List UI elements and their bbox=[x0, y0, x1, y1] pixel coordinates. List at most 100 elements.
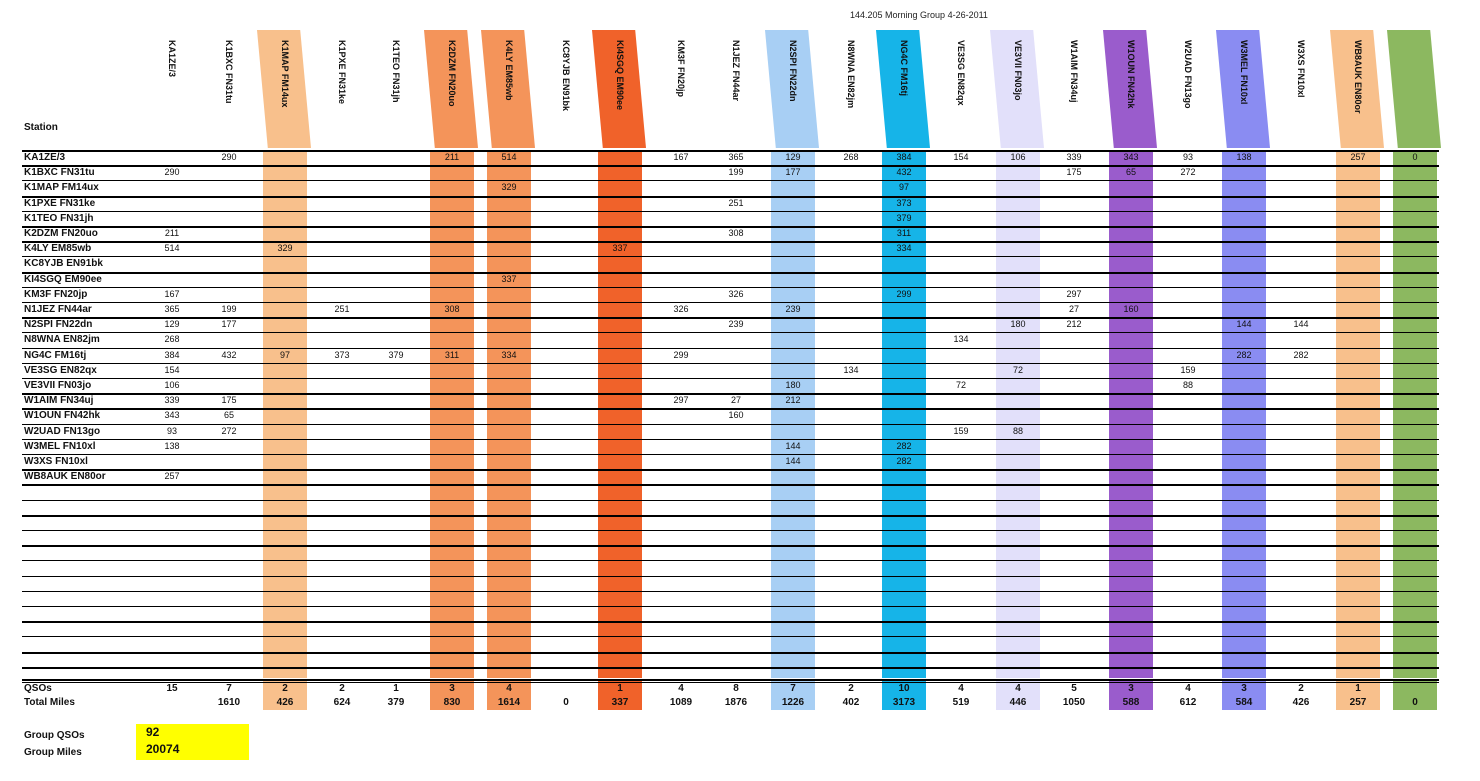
column-header: W1AIM FN34uj bbox=[1060, 40, 1088, 150]
distance-cell: 177 bbox=[221, 319, 237, 330]
distance-cell: 160 bbox=[1123, 304, 1139, 314]
column-footer-band bbox=[771, 680, 815, 710]
qsos-total-label: QSOs bbox=[24, 683, 52, 694]
station-column-header: Station bbox=[24, 122, 58, 133]
distance-cell: 384 bbox=[164, 349, 180, 360]
miles-total-cell: 624 bbox=[333, 697, 351, 708]
group-miles-value: 20074 bbox=[146, 742, 180, 756]
distance-cell: 282 bbox=[896, 456, 912, 466]
distance-cell: 432 bbox=[896, 167, 912, 178]
distance-cell: 239 bbox=[728, 319, 744, 330]
distance-cell: 88 bbox=[1012, 425, 1023, 436]
row-divider bbox=[22, 271, 1439, 274]
miles-total-label: Total Miles bbox=[24, 697, 75, 708]
miles-total-cell: 3173 bbox=[892, 697, 916, 708]
column-header-label: WB8AUK EN80or bbox=[1353, 40, 1363, 114]
column-band bbox=[882, 150, 926, 678]
row-divider bbox=[22, 317, 1439, 320]
column-header-band bbox=[481, 30, 535, 148]
row-divider bbox=[22, 302, 1439, 303]
miles-total-cell: 426 bbox=[1292, 697, 1310, 708]
qsos-total-cell: 2 bbox=[848, 683, 854, 694]
row-divider bbox=[22, 332, 1439, 334]
column-band bbox=[1336, 150, 1380, 678]
sheet-title: 144.205 Morning Group 4-26-2011 bbox=[850, 10, 988, 20]
column-footer-band bbox=[1336, 680, 1380, 710]
qsos-total-cell: 4 bbox=[506, 683, 512, 694]
distance-cell: 167 bbox=[673, 152, 689, 162]
distance-cell: 311 bbox=[444, 349, 460, 360]
distance-cell: 199 bbox=[221, 304, 237, 314]
distance-cell: 514 bbox=[501, 152, 517, 162]
row-divider bbox=[22, 256, 1439, 258]
distance-cell: 379 bbox=[388, 349, 404, 360]
column-header-label: N8WNA EN82jm bbox=[846, 40, 856, 109]
column-footer-band bbox=[1393, 680, 1437, 710]
distance-cell: 211 bbox=[444, 152, 460, 162]
row-divider bbox=[22, 454, 1439, 455]
row-divider bbox=[22, 575, 1439, 577]
row-divider bbox=[22, 241, 1439, 244]
distance-cell: 272 bbox=[221, 425, 237, 436]
column-header: NG4C FM16tj bbox=[890, 40, 918, 150]
row-divider bbox=[22, 621, 1439, 624]
distance-cell: 251 bbox=[334, 304, 350, 314]
distance-cell: 106 bbox=[164, 380, 180, 390]
qsos-total-cell: 15 bbox=[166, 683, 178, 694]
qsos-total-cell: 3 bbox=[1241, 683, 1247, 694]
row-divider bbox=[22, 347, 1439, 349]
distance-cell: 144 bbox=[785, 456, 801, 466]
column-header-label: VE3VII FN03jo bbox=[1013, 40, 1023, 101]
distance-cell: 297 bbox=[673, 395, 689, 406]
row-station-label: W2UAD FN13go bbox=[24, 425, 101, 437]
distance-cell: 334 bbox=[501, 349, 517, 360]
column-header-label: N1JEZ FN44ar bbox=[731, 40, 741, 102]
distance-cell: 282 bbox=[896, 440, 912, 451]
qsos-total-cell: 3 bbox=[449, 683, 455, 694]
distance-cell: 239 bbox=[785, 304, 801, 314]
row-divider bbox=[22, 378, 1439, 379]
column-header-band bbox=[876, 30, 930, 148]
distance-cell: 159 bbox=[953, 425, 969, 436]
miles-total-cell: 1614 bbox=[497, 697, 521, 708]
distance-cell: 134 bbox=[843, 364, 859, 375]
column-header: K1TEO FN31jh bbox=[382, 40, 410, 150]
distance-cell: 93 bbox=[166, 425, 177, 436]
miles-total-cell: 1610 bbox=[217, 697, 241, 708]
column-header-label: W1OUN FN42hk bbox=[1126, 40, 1136, 109]
column-header: W3MEL FN10xl bbox=[1230, 40, 1258, 150]
row-divider bbox=[22, 469, 1439, 472]
distance-cell: 432 bbox=[221, 349, 237, 360]
row-station-label: KI4SGQ EM90ee bbox=[24, 273, 102, 285]
miles-total-cell: 257 bbox=[1349, 697, 1367, 708]
row-divider bbox=[22, 423, 1439, 425]
distance-cell: 144 bbox=[1293, 319, 1309, 330]
distance-cell: 154 bbox=[164, 364, 180, 375]
column-header-label: K1MAP FM14ux bbox=[280, 40, 290, 108]
distance-cell: 180 bbox=[785, 380, 801, 390]
distance-cell: 373 bbox=[334, 349, 350, 360]
column-header: N2SPI FN22dn bbox=[779, 40, 807, 150]
row-divider bbox=[22, 362, 1439, 364]
column-header-label: W1AIM FN34uj bbox=[1069, 40, 1079, 103]
column-header-band bbox=[592, 30, 646, 148]
column-header: W2UAD FN13go bbox=[1174, 40, 1202, 150]
miles-total-cell: 588 bbox=[1122, 697, 1140, 708]
row-station-label: K1PXE FN31ke bbox=[24, 197, 96, 209]
distance-cell: 199 bbox=[728, 167, 744, 178]
column-footer-band bbox=[1222, 680, 1266, 710]
group-highlight bbox=[136, 724, 249, 760]
column-header-band bbox=[765, 30, 819, 148]
distance-cell: 365 bbox=[728, 152, 744, 162]
distance-cell: 88 bbox=[1182, 380, 1193, 390]
distance-cell: 138 bbox=[164, 440, 180, 451]
row-station-label: NG4C FM16tj bbox=[24, 349, 87, 361]
column-header: VE3SG EN82qx bbox=[947, 40, 975, 150]
column-header: N1JEZ FN44ar bbox=[722, 40, 750, 150]
column-header-band bbox=[424, 30, 478, 148]
row-divider bbox=[22, 484, 1439, 487]
row-divider bbox=[22, 165, 1439, 168]
column-header-label: NG4C FM16tj bbox=[899, 40, 909, 97]
distance-cell: 299 bbox=[673, 349, 689, 360]
column-header-label: KA1ZE/3 bbox=[167, 40, 177, 78]
